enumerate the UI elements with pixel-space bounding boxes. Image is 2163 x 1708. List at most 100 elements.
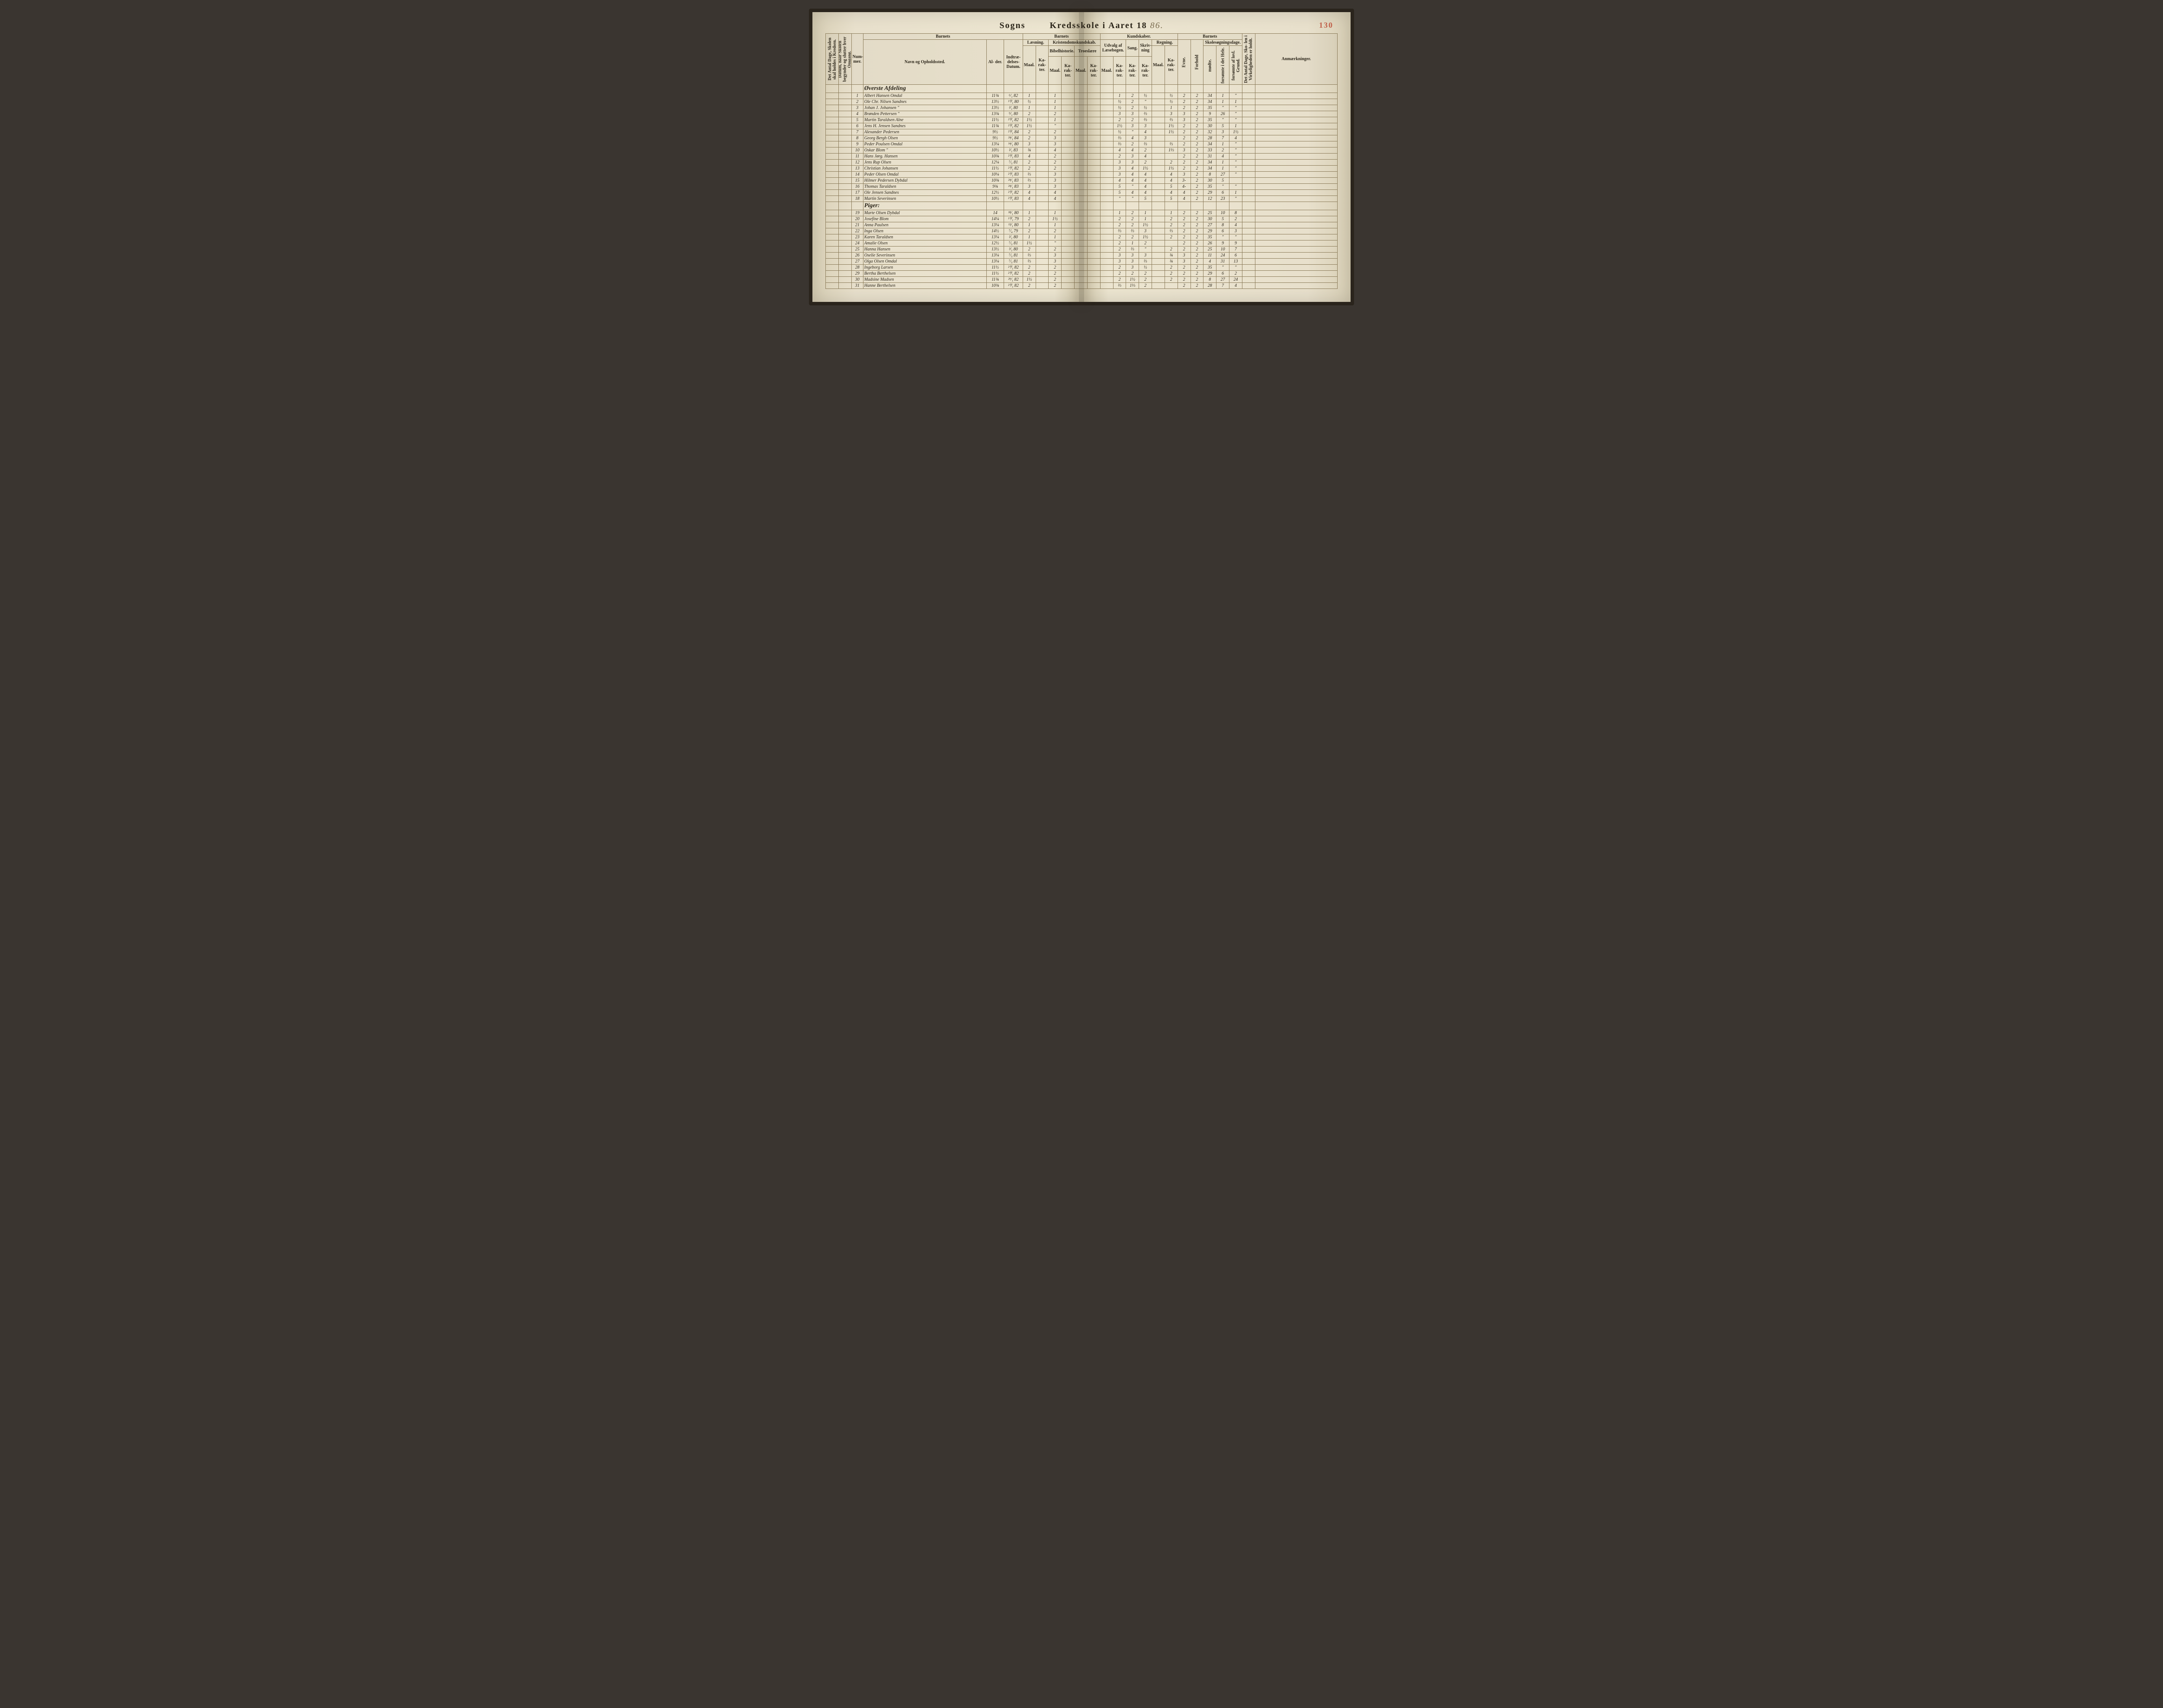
anm [1255, 117, 1337, 123]
col-antal [826, 93, 839, 99]
sang-kar: 2 [1126, 141, 1139, 147]
modte: 32 [1203, 129, 1216, 135]
table-row: 30Madsine Madsen11¾²⁹⁄₁ 821½221½22228272… [826, 277, 1338, 283]
regning-maal [1152, 184, 1165, 190]
bibel-kar [1062, 93, 1075, 99]
udvalg-maal [1100, 283, 1113, 289]
forhold: 2 [1191, 135, 1203, 141]
evne: 2 [1178, 160, 1191, 166]
bibel-kar [1062, 105, 1075, 111]
regning-maal [1152, 147, 1165, 154]
forsomte-lov: " [1229, 234, 1242, 240]
udvalg-kar: " [1113, 196, 1126, 202]
udvalg-maal [1100, 135, 1113, 141]
hdr-l-maal: Maal. [1023, 46, 1036, 85]
pupil-name: Peder Poulsen Omdal [863, 141, 986, 147]
col-antal [826, 141, 839, 147]
table-row: 26Oselie Severinsen13¼⁷⁄₅ 81⅔3333¾321124… [826, 253, 1338, 259]
forhold: 2 [1191, 93, 1203, 99]
anm [1255, 210, 1337, 216]
bibel-kar [1062, 111, 1075, 117]
age: 11½ [986, 271, 1004, 277]
sang-kar: 2 [1126, 271, 1139, 277]
skriv-kar: 3 [1139, 123, 1152, 129]
udvalg-kar: ½ [1113, 99, 1126, 105]
col-datum [838, 222, 851, 228]
laesning-kar [1036, 99, 1049, 105]
laesning-maal: 3 [1023, 184, 1036, 190]
laesning-maal: 1½ [1023, 123, 1036, 129]
forsomte-hele: 6 [1216, 190, 1229, 196]
virkeligheden [1242, 265, 1255, 271]
laesning-maal: 1½ [1023, 240, 1036, 247]
hdr-bibel: Bibelhistorie. [1049, 46, 1075, 57]
laesning-kar [1036, 265, 1049, 271]
modte: 8 [1203, 172, 1216, 178]
pupil-name: Jens Rup Olsen [863, 160, 986, 166]
row-number: 31 [851, 283, 863, 289]
section-label: Piger: [863, 202, 986, 210]
forhold: 2 [1191, 228, 1203, 234]
age: 11½ [986, 117, 1004, 123]
laesning-maal: 3 [1023, 141, 1036, 147]
hdr-sa-kar: Ka- rak- ter. [1126, 57, 1139, 85]
udvalg-kar: 2 [1113, 234, 1126, 240]
table-row: 5Martin Taraldsen Alne11½²⁰⁄₁ 821½122⅔⅔3… [826, 117, 1338, 123]
pupil-name: Amalie Olsen [863, 240, 986, 247]
laesning-maal: 4 [1023, 154, 1036, 160]
troes-maal [1075, 93, 1088, 99]
table-row: 18Martin Severinsen10½²⁰⁄₁ 8344""5542122… [826, 196, 1338, 202]
col-antal [826, 105, 839, 111]
pupil-name: Christian Johansen [863, 166, 986, 172]
forhold: 2 [1191, 210, 1203, 216]
bibel-maal: 4 [1049, 147, 1062, 154]
evne: 2 [1178, 222, 1191, 228]
col-antal [826, 160, 839, 166]
forsomte-hele: 1 [1216, 99, 1229, 105]
laesning-maal: 1 [1023, 210, 1036, 216]
sang-kar: 3 [1126, 123, 1139, 129]
blank [838, 85, 851, 93]
blank [1113, 85, 1126, 93]
col-antal [826, 222, 839, 228]
evne: 2 [1178, 216, 1191, 222]
udvalg-maal [1100, 117, 1113, 123]
col-antal [826, 178, 839, 184]
modte: 29 [1203, 228, 1216, 234]
hdr-sk-kar: Ka- rak- ter. [1139, 57, 1152, 85]
pupil-name: Josefine Blom [863, 216, 986, 222]
row-number: 19 [851, 210, 863, 216]
blank [1126, 85, 1139, 93]
udvalg-maal [1100, 141, 1113, 147]
col-antal [826, 184, 839, 190]
bibel-kar [1062, 178, 1075, 184]
bibel-maal: 1 [1049, 105, 1062, 111]
virkeligheden [1242, 283, 1255, 289]
forsomte-hele: 9 [1216, 240, 1229, 247]
laesning-kar [1036, 154, 1049, 160]
anm [1255, 234, 1337, 240]
bibel-kar [1062, 216, 1075, 222]
troes-kar [1087, 222, 1100, 228]
evne: 3 [1178, 259, 1191, 265]
hdr-navn: Navn og Opholdssted. [863, 40, 986, 85]
modte: 28 [1203, 283, 1216, 289]
regning-kar: 3 [1165, 111, 1178, 117]
udvalg-maal [1100, 210, 1113, 216]
enroll-date: ²⁰⁄₁ 83 [1004, 172, 1023, 178]
enroll-date: ²⁰⁄₁ 83 [1004, 196, 1023, 202]
blank [1036, 202, 1049, 210]
hdr-evne: Evne. [1178, 40, 1191, 85]
evne: 3 [1178, 111, 1191, 117]
forhold: 2 [1191, 117, 1203, 123]
sang-kar: 2 [1126, 99, 1139, 105]
col-datum [838, 253, 851, 259]
table-row: 11Hans Jørg. Hansen10¾²⁰⁄₁ 834223422314" [826, 154, 1338, 160]
forhold: 2 [1191, 196, 1203, 202]
modte: 35 [1203, 105, 1216, 111]
hdr-barnets-2: Barnets [1023, 34, 1100, 40]
anm [1255, 265, 1337, 271]
regning-maal [1152, 259, 1165, 265]
laesning-kar [1036, 135, 1049, 141]
pupil-name: Martin Taraldsen Alne [863, 117, 986, 123]
